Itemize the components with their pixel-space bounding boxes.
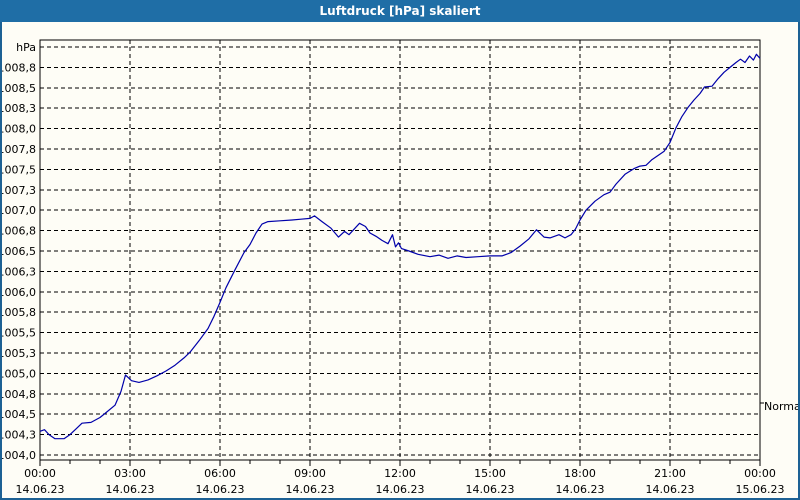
window-title: Luftdruck [hPa] skaliert	[319, 4, 481, 18]
y-axis-label: 1006,0	[0, 286, 36, 299]
y-axis-label: 1007,0	[0, 204, 36, 217]
y-axis-label: 1005,0	[0, 367, 36, 380]
y-axis-label: 1008,0	[0, 123, 36, 136]
y-axis-label: 1004,8	[0, 388, 36, 401]
window-border-right	[798, 22, 800, 500]
y-axis-label: 1006,8	[0, 225, 36, 238]
x-axis-date-label: 14.06.23	[466, 483, 515, 496]
y-axis-label: 1008,3	[0, 102, 36, 115]
x-axis-time-label: 03:00	[114, 467, 146, 480]
y-axis-label: 1007,3	[0, 184, 36, 197]
x-axis-time-label: 06:00	[204, 467, 236, 480]
y-axis-label: 1005,5	[0, 327, 36, 340]
x-axis-date-label: 14.06.23	[286, 483, 335, 496]
x-axis-date-label: 14.06.23	[646, 483, 695, 496]
y-axis-label: 1006,3	[0, 265, 36, 278]
y-axis-label: 1005,8	[0, 306, 36, 319]
window-border-bottom	[0, 498, 800, 500]
x-axis-time-label: 15:00	[474, 467, 506, 480]
x-axis-time-label: 18:00	[564, 467, 596, 480]
pressure-curve	[39, 53, 761, 440]
y-axis-unit-label: hPa	[16, 41, 36, 54]
x-axis-date-label: 14.06.23	[376, 483, 425, 496]
normal-annotation-label: Normal	[764, 400, 800, 413]
y-axis-label: 1004,3	[0, 429, 36, 442]
y-axis-label: 1008,5	[0, 82, 36, 95]
x-axis-date-label: 14.06.23	[16, 483, 65, 496]
x-axis-date-label: 14.06.23	[106, 483, 155, 496]
y-axis-label: 1007,5	[0, 163, 36, 176]
x-axis-date-label: 14.06.23	[556, 483, 605, 496]
x-axis-time-label: 00:00	[24, 467, 56, 480]
x-axis-time-label: 09:00	[294, 467, 326, 480]
y-axis-label: 1004,0	[0, 449, 36, 462]
plot-frame	[39, 39, 761, 461]
x-axis-time-label: 12:00	[384, 467, 416, 480]
y-axis-label: 1008,8	[0, 61, 36, 74]
pressure-chart: hPa 1008,8 1008,5 1008,3 1008,0 1007,8 1007,5 1…	[0, 39, 800, 496]
window-border-left	[0, 22, 2, 500]
x-axis-date-label: 15.06.23	[736, 483, 785, 496]
x-axis-time-label: 00:00	[744, 467, 776, 480]
y-axis-label: 1005,3	[0, 347, 36, 360]
x-axis-time-label: 21:00	[654, 467, 686, 480]
x-axis-date-label: 14.06.23	[196, 483, 245, 496]
y-axis-label: 1007,8	[0, 143, 36, 156]
y-axis-label: 1006,5	[0, 245, 36, 258]
title-bar: Luftdruck [hPa] skaliert	[0, 0, 800, 22]
y-axis-label: 1004,5	[0, 408, 36, 421]
